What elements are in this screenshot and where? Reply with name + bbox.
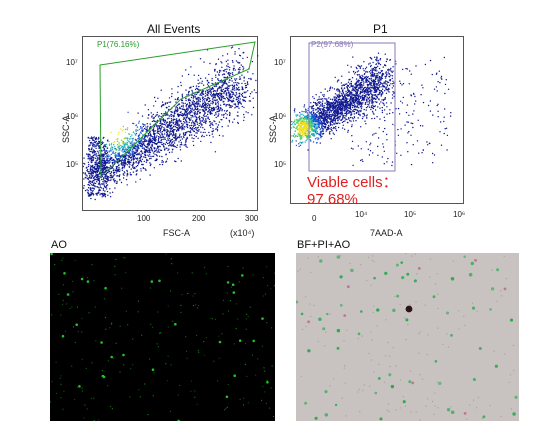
p1-plot-panel: P1 SSC-A 10⁷ 10⁶ 10⁵ P2(97.68%) 0 10⁴ 10… bbox=[268, 0, 560, 240]
all-events-x-unit: (x10⁴) bbox=[230, 228, 255, 238]
p1-x-tick-2: 10⁴ bbox=[355, 210, 368, 219]
all-events-y-tick-3: 10⁵ bbox=[66, 160, 79, 169]
all-events-x-tick-1: 100 bbox=[137, 214, 151, 223]
p1-scatter bbox=[291, 42, 452, 172]
all-events-y-tick-1: 10⁷ bbox=[66, 58, 78, 67]
ao-image-label: AO bbox=[51, 239, 67, 251]
p1-plot-area bbox=[290, 36, 464, 204]
viable-cells-label: Viable cells： bbox=[307, 174, 398, 191]
p1-y-tick-3: 10⁵ bbox=[274, 160, 287, 169]
all-events-x-tick-3: 300 bbox=[245, 214, 259, 223]
p1-x-tick-3: 10⁵ bbox=[404, 210, 417, 219]
bf-image-label: BF+PI+AO bbox=[297, 239, 351, 251]
p1-y-tick-1: 10⁷ bbox=[274, 58, 286, 67]
all-events-gate-label: P1(76.16%) bbox=[97, 40, 140, 49]
all-events-x-tick-2: 200 bbox=[192, 214, 206, 223]
p1-x-tick-1: 0 bbox=[312, 214, 317, 223]
bf-pi-ao-image bbox=[296, 253, 519, 421]
p1-gate-label: P2(97.68%) bbox=[311, 40, 354, 49]
bf-cells bbox=[296, 253, 518, 421]
all-events-scatter bbox=[83, 41, 259, 201]
p1-title: P1 bbox=[373, 22, 388, 36]
p1-x-label: 7AAD-A bbox=[370, 228, 403, 238]
all-events-x-label: FSC-A bbox=[163, 228, 190, 238]
p1-y-tick-2: 10⁶ bbox=[274, 112, 287, 121]
viable-cells-value: 97.68% bbox=[307, 191, 358, 208]
ao-fluorescence-image bbox=[50, 253, 275, 421]
ao-cells bbox=[50, 253, 275, 421]
all-events-plot-area bbox=[82, 36, 259, 211]
all-events-title: All Events bbox=[147, 22, 201, 36]
all-events-plot-panel: All Events SSC-A 10⁷ 10⁶ 10⁵ P1(76.16%) … bbox=[0, 0, 280, 240]
all-events-y-tick-2: 10⁶ bbox=[66, 112, 79, 121]
p1-x-tick-4: 10⁶ bbox=[453, 210, 466, 219]
